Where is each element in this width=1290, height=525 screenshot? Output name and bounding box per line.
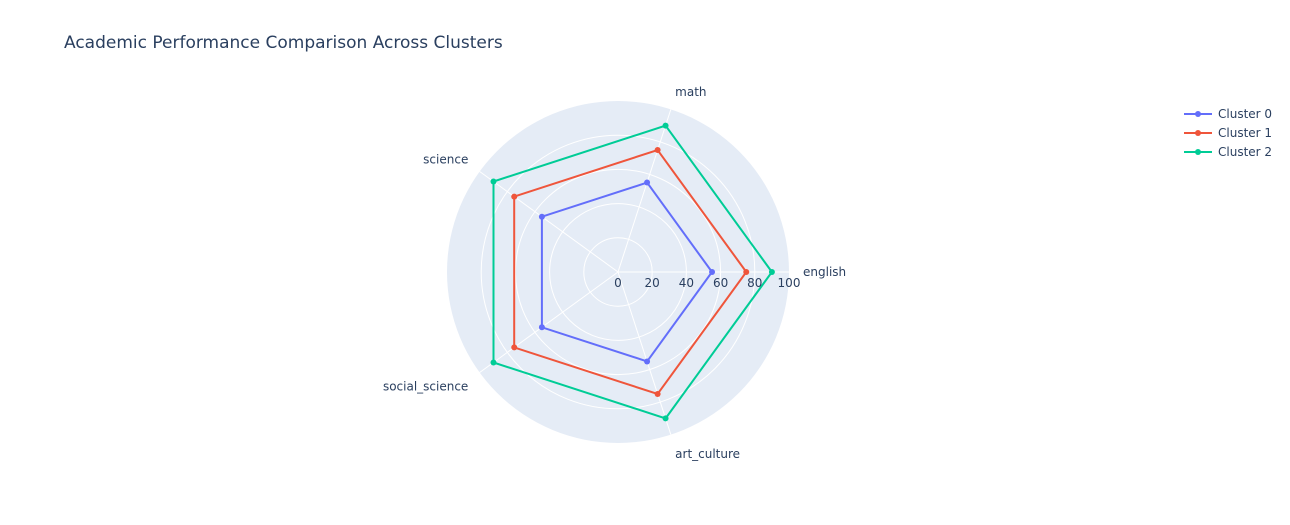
axis-label-science: science xyxy=(423,152,468,166)
series-layer xyxy=(490,122,775,422)
series-cluster-0[interactable] xyxy=(538,179,716,365)
radial-tick-label: 20 xyxy=(645,276,660,290)
radial-tick-label: 40 xyxy=(679,276,694,290)
data-point-math[interactable] xyxy=(662,122,669,129)
series-cluster-2[interactable] xyxy=(490,122,775,422)
chart-title: Academic Performance Comparison Across C… xyxy=(64,33,503,53)
data-point-english[interactable] xyxy=(743,269,750,275)
data-point-science[interactable] xyxy=(490,178,497,185)
radial-tick-label: 0 xyxy=(614,276,622,290)
data-point-english[interactable] xyxy=(709,269,716,275)
series-line[interactable] xyxy=(492,124,774,420)
legend-swatch-marker xyxy=(1195,149,1201,155)
radial-tick-label: 60 xyxy=(713,276,728,290)
axis-label-art-culture: art_culture xyxy=(675,447,740,461)
series-cluster-1[interactable] xyxy=(511,147,750,397)
legend[interactable]: Cluster 0 Cluster 1 Cluster 2 xyxy=(1184,107,1272,159)
data-point-art-culture[interactable] xyxy=(644,358,651,365)
data-point-math[interactable] xyxy=(654,147,661,154)
polar-area xyxy=(447,101,789,443)
axis-label-math: math xyxy=(675,85,706,99)
data-point-art-culture[interactable] xyxy=(662,415,669,422)
data-point-art-culture[interactable] xyxy=(654,390,661,397)
data-point-math[interactable] xyxy=(644,179,651,186)
legend-label: Cluster 2 xyxy=(1218,145,1272,159)
legend-swatch-marker xyxy=(1195,130,1201,136)
angular-gridline xyxy=(479,171,619,273)
data-point-social-science[interactable] xyxy=(538,324,545,331)
legend-label: Cluster 0 xyxy=(1218,107,1272,121)
angular-gridline xyxy=(617,271,672,435)
data-point-science[interactable] xyxy=(538,213,545,220)
legend-item-cluster-2[interactable]: Cluster 2 xyxy=(1184,145,1272,159)
legend-item-cluster-0[interactable]: Cluster 0 xyxy=(1184,107,1272,121)
radial-tick-label: 100 xyxy=(778,276,801,290)
axis-label-social-science: social_science xyxy=(383,380,468,394)
data-point-science[interactable] xyxy=(511,193,518,200)
legend-swatch-marker xyxy=(1195,111,1201,117)
data-point-english[interactable] xyxy=(768,269,775,275)
data-point-social-science[interactable] xyxy=(490,359,497,366)
data-point-social-science[interactable] xyxy=(511,344,518,351)
axis-label-english: english xyxy=(803,265,846,279)
legend-label: Cluster 1 xyxy=(1218,126,1272,140)
series-line[interactable] xyxy=(540,181,714,363)
radial-tick-label: 80 xyxy=(747,276,762,290)
angular-gridline xyxy=(617,109,672,273)
series-line[interactable] xyxy=(513,148,748,396)
legend-item-cluster-1[interactable]: Cluster 1 xyxy=(1184,126,1272,140)
angular-gridline xyxy=(479,271,619,373)
